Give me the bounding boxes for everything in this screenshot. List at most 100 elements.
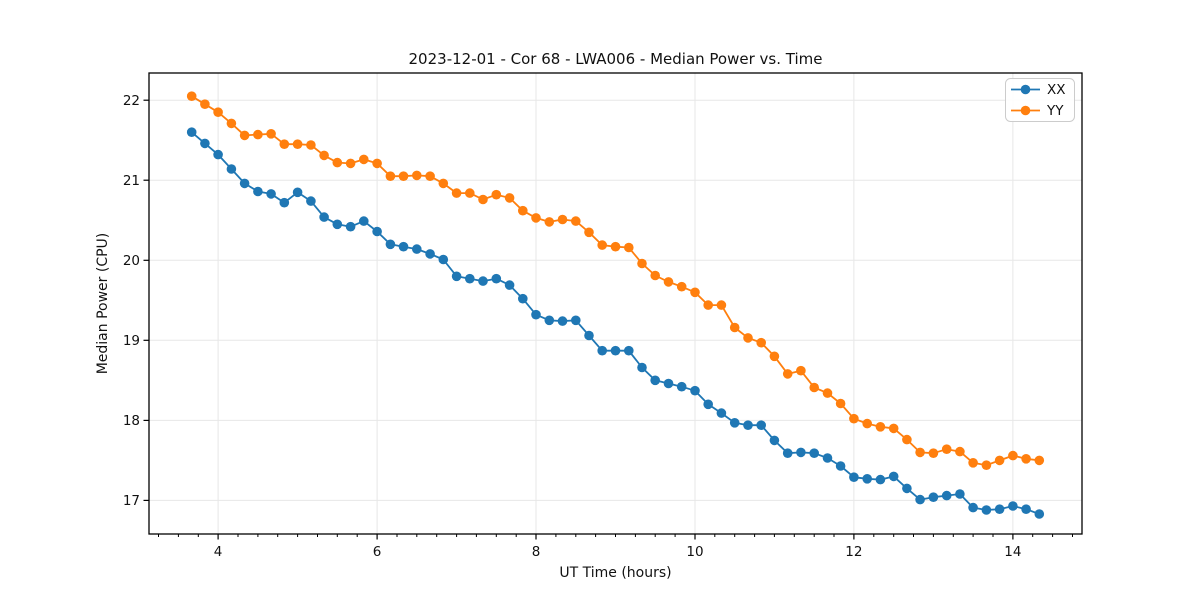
- data-point-marker: [1008, 501, 1018, 511]
- data-point-marker: [504, 280, 515, 290]
- data-point-marker: [690, 385, 700, 396]
- x-tick-label: 4: [214, 544, 223, 560]
- data-point-marker: [279, 139, 290, 149]
- data-point-marker: [902, 483, 912, 494]
- data-point-marker: [822, 453, 833, 463]
- data-point-marker: [875, 422, 886, 432]
- data-point-marker: [584, 227, 594, 238]
- data-point-marker: [1034, 509, 1045, 519]
- data-point-marker: [796, 447, 806, 458]
- data-point-marker: [703, 300, 713, 310]
- legend-label-xx: XX: [1047, 82, 1066, 98]
- data-point-marker: [955, 446, 965, 457]
- data-point-marker: [676, 381, 687, 392]
- data-point-marker: [504, 193, 515, 203]
- series-xx-line: [191, 131, 1040, 515]
- data-point-marker: [544, 217, 555, 227]
- y-tick-label: 19: [123, 333, 140, 349]
- data-point-marker: [385, 239, 396, 250]
- data-point-marker: [941, 444, 952, 455]
- data-point-marker: [239, 130, 250, 141]
- data-point-marker: [703, 399, 713, 410]
- data-point-marker: [637, 258, 647, 269]
- data-point-marker: [888, 423, 899, 434]
- data-point-marker: [226, 164, 237, 174]
- data-point-marker: [729, 418, 740, 428]
- data-point-marker: [292, 187, 303, 198]
- data-point-marker: [478, 194, 488, 205]
- data-point-marker: [372, 226, 382, 237]
- data-point-marker: [253, 186, 263, 197]
- data-point-marker: [941, 490, 952, 501]
- data-point-marker: [451, 188, 462, 198]
- data-point-marker: [862, 474, 872, 484]
- data-point-marker: [875, 474, 886, 485]
- data-point-marker: [491, 273, 502, 284]
- data-point-marker: [518, 293, 528, 304]
- x-tick-label: 14: [1004, 544, 1021, 560]
- data-point-marker: [531, 213, 541, 223]
- data-point-marker: [888, 471, 899, 482]
- data-point-marker: [597, 240, 607, 250]
- data-point-marker: [809, 448, 819, 459]
- data-point-marker: [200, 138, 210, 149]
- data-point-marker: [478, 276, 488, 286]
- data-point-marker: [650, 270, 660, 281]
- data-point-marker: [213, 107, 223, 117]
- data-point-marker: [1021, 454, 1031, 464]
- data-point-marker: [782, 448, 793, 459]
- data-point-marker: [756, 420, 766, 431]
- data-point-marker: [491, 189, 502, 200]
- data-point-marker: [769, 351, 780, 362]
- data-point-marker: [624, 345, 634, 356]
- data-point-marker: [279, 197, 290, 208]
- data-point-marker: [756, 337, 766, 348]
- data-point-marker: [385, 171, 396, 181]
- data-point-marker: [928, 448, 939, 459]
- data-point-marker: [663, 378, 674, 389]
- data-point-marker: [849, 472, 859, 483]
- data-point-marker: [1021, 504, 1031, 514]
- data-point-marker: [359, 216, 369, 226]
- data-point-marker: [862, 418, 872, 429]
- data-point-marker: [239, 178, 250, 189]
- chart-title: 2023-12-01 - Cor 68 - LWA006 - Median Po…: [409, 50, 823, 68]
- data-point-marker: [994, 504, 1005, 514]
- data-point-marker: [438, 178, 449, 189]
- data-point-marker: [332, 219, 343, 230]
- data-point-marker: [213, 149, 223, 160]
- data-point-marker: [266, 189, 276, 199]
- x-tick-label: 6: [373, 544, 382, 560]
- data-point-marker: [557, 316, 568, 326]
- data-point-marker: [531, 309, 541, 320]
- data-point-marker: [650, 375, 660, 386]
- legend: XX YY: [1005, 78, 1075, 122]
- y-tick-label: 18: [123, 413, 140, 429]
- data-point-marker: [451, 271, 462, 282]
- legend-marker-xx: [1020, 84, 1031, 95]
- data-point-marker: [571, 216, 581, 226]
- series-xx: [186, 127, 1045, 519]
- data-point-marker: [306, 196, 316, 206]
- data-point-marker: [1034, 455, 1045, 466]
- data-point-marker: [186, 127, 197, 137]
- legend-entry-xx: XX: [1011, 82, 1066, 98]
- data-point-marker: [292, 139, 303, 149]
- data-point-marker: [306, 140, 316, 150]
- data-point-marker: [359, 154, 369, 165]
- data-point-marker: [266, 129, 276, 139]
- data-point-marker: [835, 398, 846, 409]
- y-tick-label: 20: [123, 253, 140, 269]
- data-point-marker: [729, 322, 740, 333]
- data-point-marker: [253, 129, 263, 140]
- data-point-marker: [769, 435, 780, 446]
- data-point-marker: [676, 281, 687, 292]
- data-point-marker: [624, 242, 634, 253]
- data-point-marker: [200, 99, 210, 109]
- data-point-marker: [902, 434, 912, 445]
- data-point-marker: [332, 157, 343, 168]
- data-point-marker: [716, 408, 727, 418]
- x-axis-label: UT Time (hours): [559, 565, 671, 581]
- legend-entry-yy: YY: [1011, 103, 1064, 119]
